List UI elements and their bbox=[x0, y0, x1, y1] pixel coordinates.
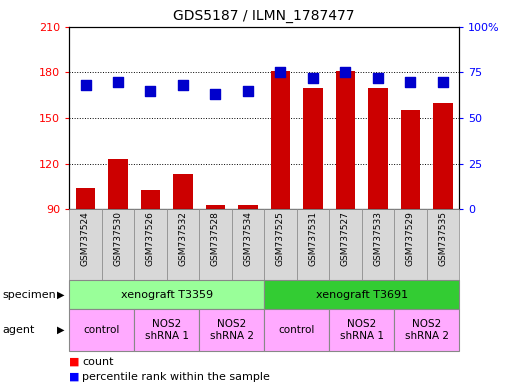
Text: ▶: ▶ bbox=[56, 290, 64, 300]
Point bbox=[114, 79, 122, 85]
Text: control: control bbox=[279, 325, 315, 335]
Text: GSM737526: GSM737526 bbox=[146, 212, 155, 266]
Bar bbox=[232, 209, 264, 280]
Text: GSM737525: GSM737525 bbox=[276, 212, 285, 266]
Text: GSM737527: GSM737527 bbox=[341, 212, 350, 266]
Text: NOS2
shRNA 1: NOS2 shRNA 1 bbox=[340, 319, 384, 341]
Text: NOS2
shRNA 2: NOS2 shRNA 2 bbox=[405, 319, 449, 341]
Point bbox=[179, 82, 187, 88]
Text: GSM737535: GSM737535 bbox=[439, 212, 447, 266]
Bar bbox=[76, 188, 95, 209]
Bar bbox=[108, 159, 128, 209]
Point bbox=[146, 88, 154, 94]
Bar bbox=[336, 71, 355, 209]
Bar bbox=[69, 280, 264, 309]
Bar bbox=[238, 205, 258, 209]
Bar bbox=[134, 209, 167, 280]
Bar bbox=[394, 209, 427, 280]
Bar bbox=[199, 209, 232, 280]
Text: ■: ■ bbox=[69, 357, 80, 367]
Text: ▶: ▶ bbox=[56, 325, 64, 335]
Text: agent: agent bbox=[3, 325, 35, 335]
Bar bbox=[394, 309, 459, 351]
Text: GSM737534: GSM737534 bbox=[244, 212, 252, 266]
Point bbox=[82, 82, 90, 88]
Bar bbox=[206, 205, 225, 209]
Bar bbox=[264, 280, 459, 309]
Text: percentile rank within the sample: percentile rank within the sample bbox=[82, 372, 270, 382]
Bar bbox=[264, 309, 329, 351]
Text: NOS2
shRNA 2: NOS2 shRNA 2 bbox=[210, 319, 254, 341]
Bar bbox=[329, 209, 362, 280]
Bar bbox=[69, 309, 134, 351]
Text: control: control bbox=[84, 325, 120, 335]
Text: GSM737533: GSM737533 bbox=[373, 212, 382, 266]
Point bbox=[309, 75, 317, 81]
Point bbox=[341, 70, 349, 76]
Bar bbox=[433, 103, 452, 209]
Text: ■: ■ bbox=[69, 372, 80, 382]
Bar bbox=[427, 209, 459, 280]
Text: GSM737529: GSM737529 bbox=[406, 212, 415, 266]
Bar bbox=[401, 111, 420, 209]
Bar bbox=[368, 88, 388, 209]
Bar bbox=[173, 174, 193, 209]
Text: GSM737524: GSM737524 bbox=[81, 212, 90, 266]
Bar bbox=[362, 209, 394, 280]
Text: xenograft T3691: xenograft T3691 bbox=[315, 290, 408, 300]
Point bbox=[439, 79, 447, 85]
Text: GSM737531: GSM737531 bbox=[308, 212, 318, 266]
Text: NOS2
shRNA 1: NOS2 shRNA 1 bbox=[145, 319, 189, 341]
Bar bbox=[329, 309, 394, 351]
Bar bbox=[69, 209, 102, 280]
Bar bbox=[303, 88, 323, 209]
Bar bbox=[102, 209, 134, 280]
Title: GDS5187 / ILMN_1787477: GDS5187 / ILMN_1787477 bbox=[173, 9, 355, 23]
Text: GSM737532: GSM737532 bbox=[179, 212, 187, 266]
Text: specimen: specimen bbox=[3, 290, 56, 300]
Text: GSM737530: GSM737530 bbox=[113, 212, 123, 266]
Point bbox=[277, 70, 285, 76]
Text: xenograft T3359: xenograft T3359 bbox=[121, 290, 213, 300]
Point bbox=[406, 79, 415, 85]
Point bbox=[211, 91, 220, 98]
Point bbox=[374, 75, 382, 81]
Bar bbox=[199, 309, 264, 351]
Bar bbox=[134, 309, 199, 351]
Bar bbox=[264, 209, 297, 280]
Bar bbox=[297, 209, 329, 280]
Text: GSM737528: GSM737528 bbox=[211, 212, 220, 266]
Bar bbox=[167, 209, 199, 280]
Point bbox=[244, 88, 252, 94]
Bar bbox=[271, 71, 290, 209]
Bar bbox=[141, 190, 160, 209]
Text: count: count bbox=[82, 357, 113, 367]
